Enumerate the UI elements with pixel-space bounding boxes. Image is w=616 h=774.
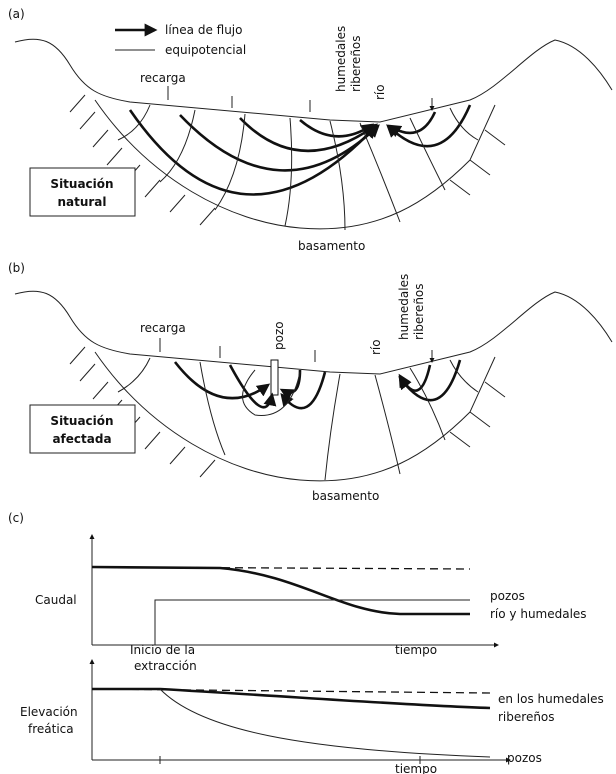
recharge-label: recarga xyxy=(140,321,186,335)
panel-b: (b) recarga pozo río humedales ribereños… xyxy=(8,261,612,503)
recharge-label: recarga xyxy=(140,71,186,85)
wetlands-label: ribereños xyxy=(412,283,426,340)
situation-label: Situación xyxy=(50,414,113,428)
start-label: extracción xyxy=(134,659,197,673)
flow-lines xyxy=(175,360,460,408)
panel-a: (a) línea de flujo equipotencial recarga… xyxy=(8,7,612,253)
legend-equipotential: equipotencial xyxy=(165,43,246,57)
axis-label: Elevación xyxy=(20,705,78,719)
figure: (a) línea de flujo equipotencial recarga… xyxy=(0,0,616,774)
river-label: río xyxy=(373,84,387,100)
series-label: pozos xyxy=(507,751,542,765)
axis-label: tiempo xyxy=(395,643,437,657)
wetlands-label: ribereños xyxy=(349,35,363,92)
panel-c: (c) Caudal pozos río y humedales Inicio … xyxy=(8,511,604,774)
axis-label: freática xyxy=(28,722,74,736)
series-label: ribereños xyxy=(498,710,555,724)
series-label: pozos xyxy=(490,589,525,603)
series-label: río y humedales xyxy=(490,607,587,621)
legend-flow: línea de flujo xyxy=(165,23,242,37)
start-label: Inicio de la xyxy=(130,643,195,657)
situation-label: afectada xyxy=(52,432,111,446)
well xyxy=(271,360,278,395)
axis-label: Caudal xyxy=(35,593,77,607)
wetlands-label: humedales xyxy=(334,26,348,92)
well-label: pozo xyxy=(272,321,286,350)
river-label: río xyxy=(369,339,383,355)
bedrock-label: basamento xyxy=(298,239,365,253)
wetlands-label: humedales xyxy=(397,274,411,340)
wells-curve xyxy=(155,600,470,645)
situation-label: Situación xyxy=(50,177,113,191)
flow-lines xyxy=(130,105,470,194)
panel-label: (b) xyxy=(8,261,25,275)
river-curve xyxy=(92,567,470,614)
series-label: en los humedales xyxy=(498,692,604,706)
panel-label: (c) xyxy=(8,511,24,525)
panel-label: (a) xyxy=(8,7,25,21)
axis-label: tiempo xyxy=(395,762,437,774)
bedrock-label: basamento xyxy=(312,489,379,503)
situation-label: natural xyxy=(57,195,106,209)
equipotentials xyxy=(118,105,478,230)
